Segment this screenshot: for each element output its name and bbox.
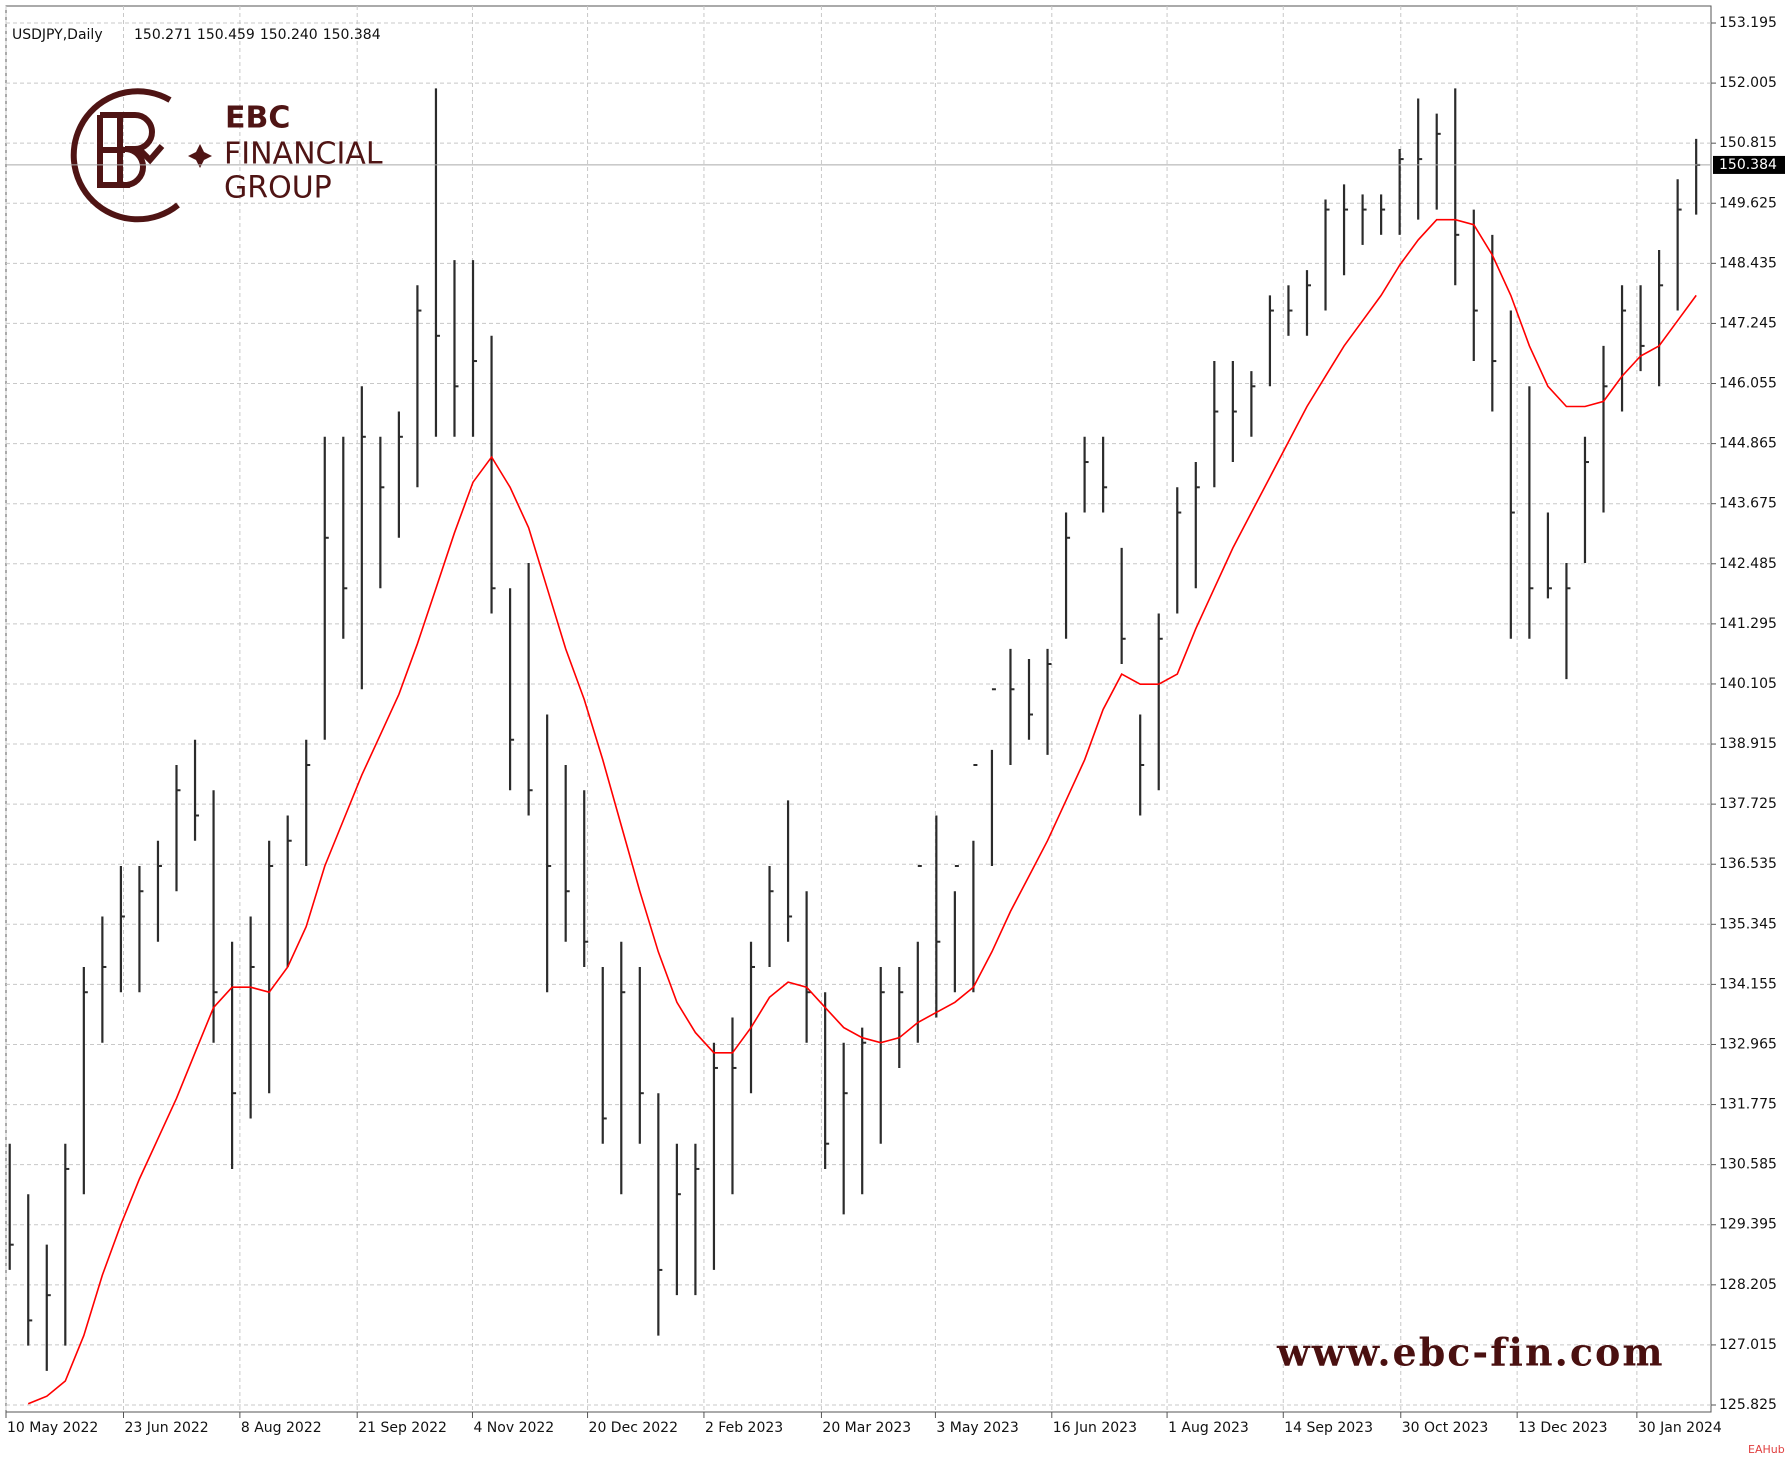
x-tick-label: 20 Dec 2022 xyxy=(589,1420,678,1436)
y-tick-label: 150.815 xyxy=(1719,135,1777,151)
y-tick-label: 138.915 xyxy=(1719,736,1777,752)
current-price-box xyxy=(1713,155,1785,174)
y-tick-label: 128.205 xyxy=(1719,1277,1777,1293)
y-tick-label: 152.005 xyxy=(1719,75,1777,91)
y-tick-label: 143.675 xyxy=(1719,496,1777,512)
y-tick-label: 127.015 xyxy=(1719,1337,1777,1353)
logo-text: GROUP xyxy=(224,171,332,206)
x-tick-label: 4 Nov 2022 xyxy=(473,1420,554,1436)
logo-text: EBC xyxy=(225,101,290,136)
y-tick-label: 147.245 xyxy=(1719,315,1777,331)
y-tick-label: 153.195 xyxy=(1719,15,1777,31)
x-tick-label: 21 Sep 2022 xyxy=(358,1420,447,1436)
y-tick-label: 129.395 xyxy=(1719,1217,1777,1233)
y-tick-label: 141.295 xyxy=(1719,616,1777,632)
y-tick-label: 142.485 xyxy=(1719,556,1777,572)
y-tick-label: 144.865 xyxy=(1719,436,1777,452)
x-tick-label: 16 Jun 2023 xyxy=(1053,1420,1137,1436)
logo-mark xyxy=(97,112,155,188)
y-tick-label: 136.535 xyxy=(1719,856,1777,872)
ohlc-value: 150.271 xyxy=(134,27,192,43)
x-tick-label: 10 May 2022 xyxy=(7,1420,98,1436)
x-tick-label: 2 Feb 2023 xyxy=(705,1420,783,1436)
y-tick-label: 132.965 xyxy=(1719,1036,1777,1052)
y-tick-label: 137.725 xyxy=(1719,796,1777,812)
x-tick-label: 30 Jan 2024 xyxy=(1638,1420,1722,1436)
x-tick-label: 23 Jun 2022 xyxy=(124,1420,208,1436)
y-tick-label: 146.055 xyxy=(1719,376,1777,392)
symbol-label: USDJPY,Daily xyxy=(12,27,103,43)
x-tick-label: 1 Aug 2023 xyxy=(1168,1420,1249,1436)
y-tick-label: 148.435 xyxy=(1719,255,1777,271)
logo-text: FINANCIAL xyxy=(224,137,383,172)
x-tick-label: 20 Mar 2023 xyxy=(822,1420,911,1436)
y-tick-label: 140.105 xyxy=(1719,676,1777,692)
plot-frame xyxy=(5,5,1712,1413)
logo-check xyxy=(137,144,165,165)
moving-average xyxy=(27,218,1697,1405)
y-tick-label: 134.155 xyxy=(1719,976,1777,992)
url-watermark: www.ebc-fin.com xyxy=(1276,1330,1665,1375)
ohlc-value: 150.459 xyxy=(197,27,255,43)
y-tick-label: 149.625 xyxy=(1719,195,1777,211)
x-tick-label: 30 Oct 2023 xyxy=(1402,1420,1489,1436)
y-tick-label: 135.345 xyxy=(1719,916,1777,932)
x-tick-label: 13 Dec 2023 xyxy=(1518,1420,1607,1436)
ohlc-value: 150.384 xyxy=(323,27,381,43)
y-tick-label: 125.825 xyxy=(1719,1397,1777,1413)
logo-ring xyxy=(70,88,180,223)
ohlc-value: 150.240 xyxy=(260,27,318,43)
x-tick-label: 8 Aug 2022 xyxy=(241,1420,322,1436)
ohlc-header: 150.271 150.459 150.240 150.384 xyxy=(134,27,381,43)
grid xyxy=(5,6,1711,1412)
x-tick-label: 3 May 2023 xyxy=(936,1420,1018,1436)
y-tick-label: 130.585 xyxy=(1719,1157,1777,1173)
y-tick-label: 131.775 xyxy=(1719,1097,1777,1113)
corner-watermark: EAHub xyxy=(1748,1443,1785,1456)
logo xyxy=(70,88,212,223)
current-price-label: 150.384 xyxy=(1719,157,1777,173)
logo-star xyxy=(188,144,212,168)
x-tick-label: 14 Sep 2023 xyxy=(1284,1420,1373,1436)
